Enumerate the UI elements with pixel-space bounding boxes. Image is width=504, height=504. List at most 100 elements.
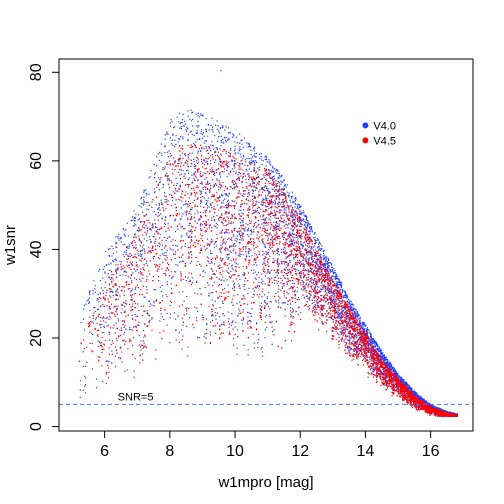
data-point [120,312,122,314]
data-point [325,289,327,292]
data-point [337,286,339,288]
data-point [217,125,219,127]
data-point [421,398,423,401]
data-point [226,216,228,218]
data-point [277,249,279,251]
data-point [378,349,380,351]
data-point [259,215,261,217]
data-point [337,316,339,318]
data-point [205,186,207,188]
data-point [133,210,135,212]
data-point [290,243,292,245]
data-point [269,301,271,303]
data-point [228,166,230,168]
data-point [135,247,137,250]
data-point [327,265,329,267]
data-point [380,356,382,358]
data-point [264,262,266,265]
data-point [88,300,90,303]
data-point [386,380,388,382]
data-point [178,160,180,162]
data-point [305,232,307,234]
data-point [281,286,283,288]
data-point [256,254,258,256]
data-point [353,304,355,306]
data-point [244,164,246,166]
data-point [121,286,123,288]
data-point [325,256,327,258]
data-point [215,124,217,126]
data-point [356,346,358,348]
data-point [302,272,304,274]
data-point [346,295,348,297]
data-point [140,241,142,243]
data-point [193,134,195,136]
data-point [256,264,258,266]
data-point [188,280,190,282]
data-point [98,301,100,303]
data-point [357,325,359,327]
data-point [190,130,192,132]
data-point [374,340,377,343]
data-point [248,145,250,147]
data-point [273,182,275,184]
data-point [148,177,150,179]
data-point [311,259,313,261]
data-point [273,187,275,189]
data-point [398,390,400,392]
data-point [205,188,207,190]
data-point [157,219,159,221]
data-point [227,212,229,214]
data-point [317,268,319,270]
data-point [308,309,310,311]
data-point [350,307,352,309]
data-point [310,280,312,282]
data-point [357,350,359,352]
data-point [244,280,246,282]
data-point [352,314,354,316]
data-point [362,327,364,329]
data-point [341,311,343,313]
data-point [388,363,390,365]
data-point [238,192,240,194]
data-point [348,337,351,339]
data-point [178,261,181,263]
data-point [215,159,217,161]
data-point [220,154,222,156]
data-point [292,280,294,282]
data-point [198,138,200,141]
data-point [142,203,144,205]
data-point [301,220,303,222]
data-point [266,264,268,266]
data-point [383,371,385,373]
data-point [140,250,142,252]
data-point [238,234,240,236]
data-point [314,277,316,280]
data-point [181,226,184,228]
data-point [162,186,164,188]
data-point [320,255,322,257]
data-point [203,135,205,137]
data-point [327,303,329,305]
data-point [273,221,275,223]
data-point [248,287,250,289]
data-point [416,395,418,397]
data-point [345,314,347,316]
data-point [275,220,278,223]
data-point [149,222,151,224]
data-point [201,224,203,226]
data-point [267,205,269,208]
data-point [265,197,267,199]
data-point [201,137,204,139]
data-point [340,313,342,315]
data-point [186,203,188,205]
data-point [244,159,246,161]
data-point [223,263,225,265]
data-point [210,124,212,127]
data-point [145,234,148,236]
data-point [356,341,358,343]
data-point [268,161,270,163]
data-point [287,270,289,272]
data-point [320,291,322,293]
data-point [318,245,320,247]
